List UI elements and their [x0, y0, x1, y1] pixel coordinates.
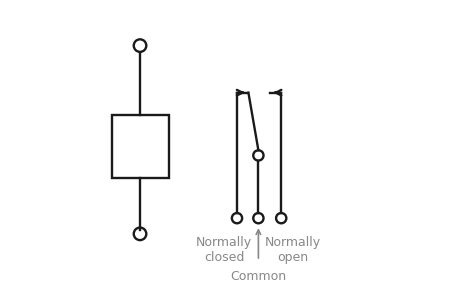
Text: Common: Common [230, 270, 286, 283]
Text: Normally
closed: Normally closed [196, 236, 252, 264]
Bar [111, 115, 169, 178]
Text: Normally
open: Normally open [264, 236, 321, 264]
